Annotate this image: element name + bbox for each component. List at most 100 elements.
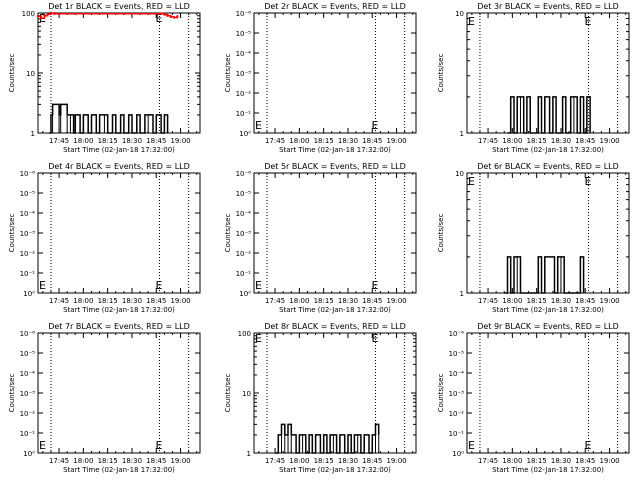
plot-frame: [37, 172, 201, 294]
y-tick-label: 10⁻³: [20, 390, 36, 398]
x-tick-label: 17:45: [49, 457, 69, 465]
x-tick-label: 19:00: [170, 297, 190, 305]
series-point-lld: [46, 13, 49, 16]
x-axis-label: Start Time (02-Jan-18 17:32:00): [492, 466, 604, 474]
y-tick-label: 10⁻²: [20, 250, 36, 258]
series-point-lld: [169, 15, 173, 19]
event-end-marker: E: [156, 279, 163, 292]
panel-title: Det 4r BLACK = Events, RED = LLD: [48, 162, 190, 171]
plot-frame: [466, 172, 630, 294]
x-axis-label: Start Time (02-Jan-18 17:32:00): [492, 306, 604, 314]
panel-6: Det 6r BLACK = Events, RED = LLD 1 10 Count…: [437, 162, 630, 314]
event-start-marker: E: [255, 119, 262, 132]
event-end-marker: E: [585, 15, 592, 28]
y-tick-label: 10⁻³: [20, 230, 36, 238]
plot-frame: [37, 332, 201, 454]
y-tick-label: 10⁻⁵: [236, 190, 252, 198]
y-tick-label: 10⁰: [23, 450, 35, 458]
x-tick-label: 18:30: [551, 297, 571, 305]
y-tick-label: 1: [31, 130, 35, 138]
x-axis-label: Start Time (02-Jan-18 17:32:00): [279, 146, 391, 154]
plot-frame: [253, 12, 417, 134]
y-tick-label: 100: [22, 10, 35, 18]
x-tick-label: 18:15: [314, 297, 334, 305]
y-axis-label: Counts/sec: [224, 54, 232, 93]
x-tick-label: 17:45: [265, 137, 285, 145]
panel-title: Det 9r BLACK = Events, RED = LLD: [477, 322, 619, 331]
y-tick-label: 10⁻¹: [449, 430, 465, 438]
panel-title: Det 7r BLACK = Events, RED = LLD: [48, 322, 190, 331]
x-tick-label: 18:30: [551, 457, 571, 465]
y-tick-label: 10⁻³: [236, 70, 252, 78]
panel-9: Det 9r BLACK = Events, RED = LLD 10⁰ 10⁻¹ 1…: [437, 322, 630, 474]
panel-title: Det 2r BLACK = Events, RED = LLD: [264, 2, 406, 11]
y-tick-label: 10⁻²: [449, 410, 465, 418]
series-point-lld: [36, 15, 40, 18]
x-tick-label: 19:00: [599, 297, 619, 305]
event-end-marker: E: [585, 439, 592, 452]
y-tick-label: 10⁻⁶: [236, 170, 252, 178]
series-point-lld: [49, 11, 53, 15]
event-start-marker: E: [255, 279, 262, 292]
panel-title: Det 8r BLACK = Events, RED = LLD: [264, 322, 406, 331]
event-start-marker: E: [39, 279, 46, 292]
x-tick-label: 17:45: [265, 457, 285, 465]
plot-frame: [466, 12, 630, 134]
y-tick-label: 10: [242, 390, 251, 398]
y-tick-label: 10⁻¹: [20, 430, 36, 438]
series-point-lld: [176, 15, 179, 18]
x-tick-label: 19:00: [386, 137, 406, 145]
x-tick-label: 19:00: [386, 297, 406, 305]
x-axis-label: Start Time (02-Jan-18 17:32:00): [63, 466, 175, 474]
x-tick-label: 18:15: [98, 137, 118, 145]
y-tick-label: 10⁰: [452, 450, 464, 458]
x-axis-label: Start Time (02-Jan-18 17:32:00): [492, 146, 604, 154]
series-point-lld: [53, 12, 56, 15]
y-tick-label: 10⁻⁶: [20, 330, 36, 338]
x-tick-label: 17:45: [478, 297, 498, 305]
y-tick-label: 10⁻⁵: [20, 190, 36, 198]
x-tick-label: 18:30: [338, 457, 358, 465]
y-tick-label: 10⁻²: [236, 250, 252, 258]
y-tick-label: 10⁻⁶: [20, 170, 36, 178]
x-tick-label: 18:15: [314, 137, 334, 145]
plot-frame: [37, 12, 201, 134]
panel-title: Det 5r BLACK = Events, RED = LLD: [264, 162, 406, 171]
y-tick-label: 10⁻⁵: [20, 350, 36, 358]
series-events: [275, 423, 380, 454]
y-tick-label: 10: [455, 10, 464, 18]
panel-title: Det 6r BLACK = Events, RED = LLD: [477, 162, 619, 171]
plot-frame: [466, 332, 630, 454]
series-events: [49, 103, 169, 134]
event-end-marker: E: [372, 119, 379, 132]
y-tick-label: 10⁻⁵: [236, 30, 252, 38]
series-point-lld: [159, 12, 163, 15]
y-tick-label: 10⁻²: [236, 90, 252, 98]
y-tick-label: 10⁻⁶: [236, 10, 252, 18]
y-tick-label: 1: [460, 290, 464, 298]
y-axis-label: Counts/sec: [8, 374, 16, 413]
x-tick-label: 18:45: [362, 297, 382, 305]
x-tick-label: 18:15: [527, 457, 547, 465]
y-tick-label: 10⁻⁴: [449, 370, 465, 378]
x-tick-label: 17:45: [49, 297, 69, 305]
x-tick-label: 18:15: [98, 297, 118, 305]
y-axis-label: Counts/sec: [224, 214, 232, 253]
series-point-lld: [40, 16, 43, 20]
x-tick-label: 18:30: [551, 137, 571, 145]
y-tick-label: 1: [460, 130, 464, 138]
x-tick-label: 18:15: [527, 297, 547, 305]
y-tick-label: 10⁰: [239, 130, 251, 138]
x-tick-label: 18:00: [73, 297, 93, 305]
y-tick-label: 10⁻²: [20, 410, 36, 418]
x-tick-label: 18:00: [73, 137, 93, 145]
y-tick-label: 10⁰: [23, 290, 35, 298]
y-tick-label: 10⁻¹: [20, 270, 36, 278]
x-tick-label: 18:00: [289, 457, 309, 465]
x-tick-label: 19:00: [386, 457, 406, 465]
series-events: [507, 96, 591, 134]
event-end-marker: E: [372, 332, 379, 345]
x-tick-label: 18:00: [502, 137, 522, 145]
x-tick-label: 18:30: [122, 457, 142, 465]
